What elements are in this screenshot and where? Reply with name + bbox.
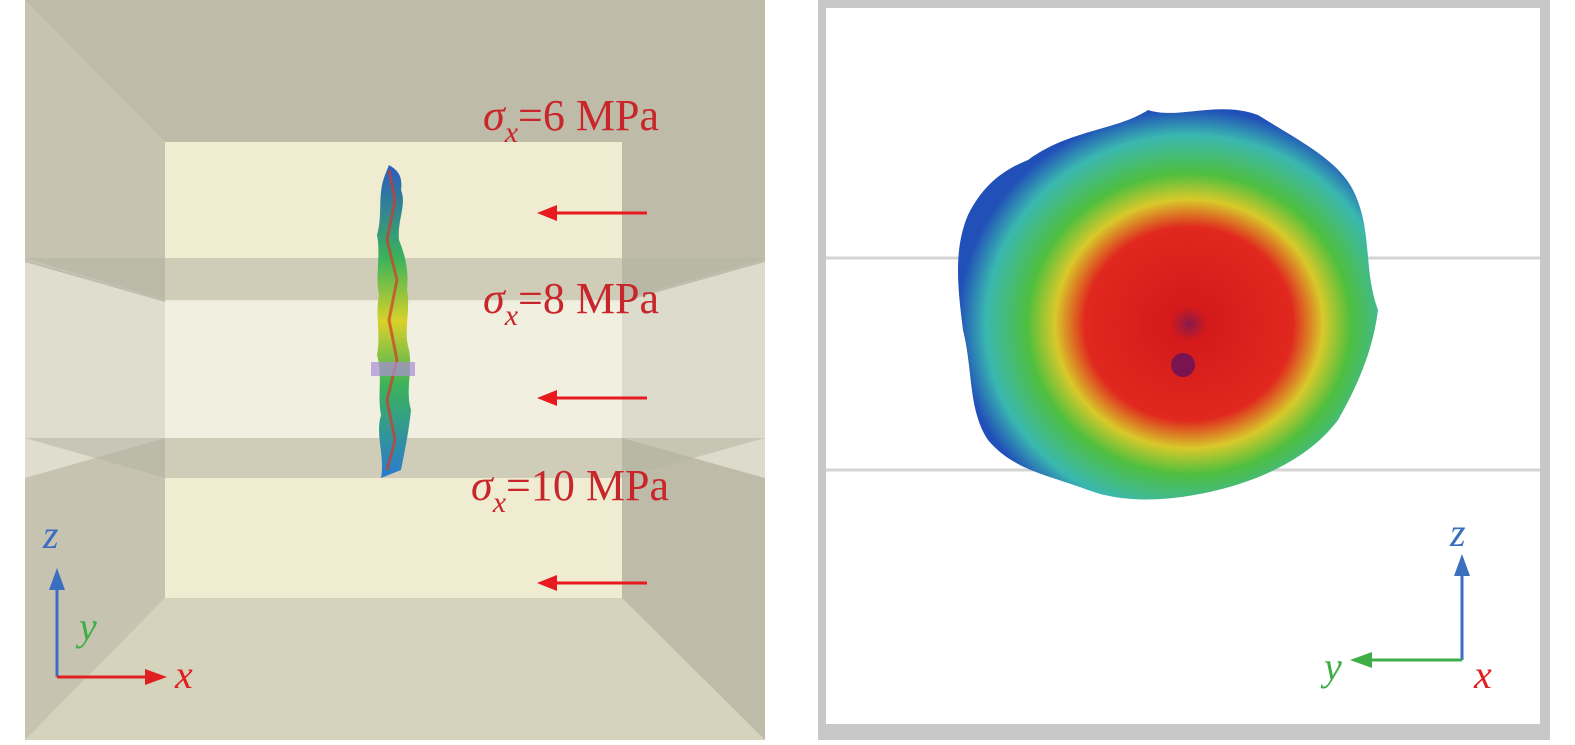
left-panel: σx=6 MPa σx=8 MPa σx=10 MPa (25, 0, 765, 740)
arrow-left-icon (537, 205, 647, 221)
axis-label-y: y (1320, 644, 1342, 689)
stress-label-middle: σx=8 MPa (483, 274, 659, 332)
axis-triad-icon: z y x (1320, 510, 1492, 697)
box-view: σx=6 MPa σx=8 MPa σx=10 MPa (25, 0, 765, 740)
axis-label-y: y (75, 604, 97, 649)
axis-label-x: x (174, 652, 193, 697)
injection-point (371, 362, 415, 376)
right-panel: z y x (818, 0, 1550, 740)
injection-point (1171, 353, 1195, 377)
box-top-wall (25, 0, 765, 142)
axis-label-z: z (42, 512, 59, 557)
axis-triad-icon: z y x (42, 512, 193, 697)
axis-label-z: z (1449, 510, 1466, 555)
fracture-plane (371, 165, 415, 478)
fracture-disk (958, 109, 1378, 500)
stress-label-top: σx=6 MPa (483, 91, 659, 149)
box-bottom-wall (25, 598, 765, 740)
arrow-left-icon (537, 390, 647, 406)
axis-label-x: x (1473, 652, 1492, 697)
arrow-left-icon (537, 575, 647, 591)
fracture-view: z y x (818, 0, 1550, 740)
stress-label-bottom: σx=10 MPa (471, 461, 669, 519)
